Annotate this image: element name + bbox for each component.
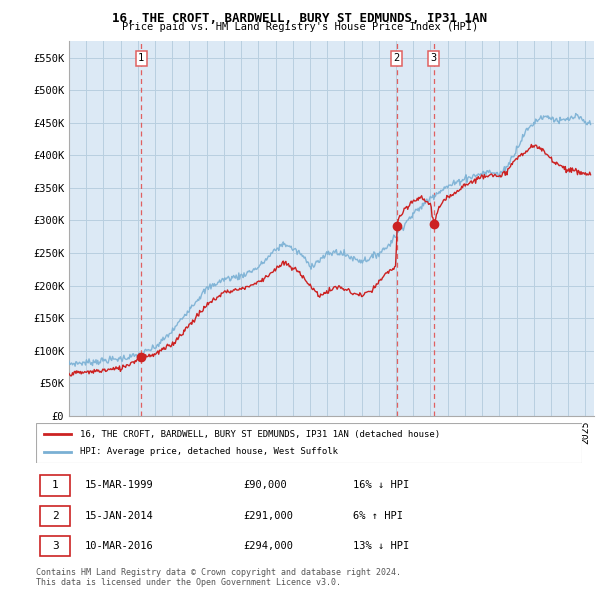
Text: 2: 2 (394, 53, 400, 63)
Text: 16% ↓ HPI: 16% ↓ HPI (353, 480, 409, 490)
Text: £291,000: £291,000 (244, 511, 293, 521)
Text: 10-MAR-2016: 10-MAR-2016 (85, 542, 154, 552)
Text: 16, THE CROFT, BARDWELL, BURY ST EDMUNDS, IP31 1AN (detached house): 16, THE CROFT, BARDWELL, BURY ST EDMUNDS… (80, 430, 440, 439)
Text: Contains HM Land Registry data © Crown copyright and database right 2024.
This d: Contains HM Land Registry data © Crown c… (36, 568, 401, 587)
FancyBboxPatch shape (40, 506, 70, 526)
Text: £90,000: £90,000 (244, 480, 287, 490)
Text: 15-MAR-1999: 15-MAR-1999 (85, 480, 154, 490)
Text: Price paid vs. HM Land Registry's House Price Index (HPI): Price paid vs. HM Land Registry's House … (122, 22, 478, 32)
FancyBboxPatch shape (36, 423, 582, 463)
FancyBboxPatch shape (40, 476, 70, 496)
Text: 15-JAN-2014: 15-JAN-2014 (85, 511, 154, 521)
Text: HPI: Average price, detached house, West Suffolk: HPI: Average price, detached house, West… (80, 447, 338, 457)
Text: 1: 1 (52, 480, 59, 490)
Text: 3: 3 (52, 542, 59, 552)
Text: 16, THE CROFT, BARDWELL, BURY ST EDMUNDS, IP31 1AN: 16, THE CROFT, BARDWELL, BURY ST EDMUNDS… (113, 12, 487, 25)
Text: £294,000: £294,000 (244, 542, 293, 552)
Text: 6% ↑ HPI: 6% ↑ HPI (353, 511, 403, 521)
Text: 2: 2 (52, 511, 59, 521)
Text: 13% ↓ HPI: 13% ↓ HPI (353, 542, 409, 552)
Text: 1: 1 (138, 53, 145, 63)
FancyBboxPatch shape (40, 536, 70, 556)
Text: 3: 3 (431, 53, 437, 63)
